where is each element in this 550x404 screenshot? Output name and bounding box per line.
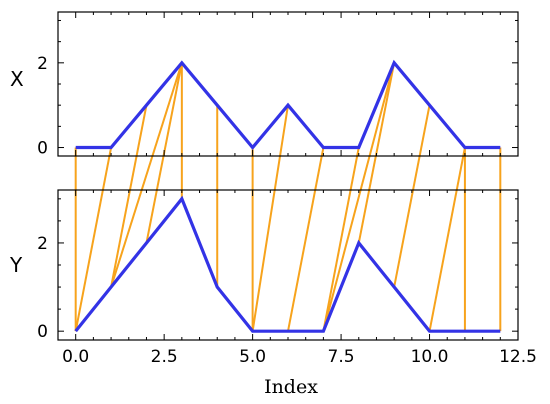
top-axes-frame	[57, 11, 519, 157]
warping-path-line	[110, 104, 148, 288]
x-tick-label: 0.0	[62, 347, 89, 367]
warping-path-line	[322, 62, 396, 332]
bottom-y-axis-label: Y	[9, 253, 23, 277]
x-tick-label: 7.5	[328, 347, 355, 367]
warping-path-line	[110, 62, 183, 288]
warping-path-line	[322, 147, 360, 332]
x-axis-label: Index	[264, 376, 318, 398]
warping-path-line	[357, 62, 396, 244]
x-tick-label: 5.0	[239, 347, 266, 367]
series-layer	[74, 59, 501, 333]
bottom-y-tick-label: 2	[37, 234, 48, 254]
warping-path-line	[74, 147, 113, 332]
warping-path-line	[428, 147, 466, 332]
x-tick-label: 2.5	[151, 347, 178, 367]
x-tick-label: 12.5	[499, 347, 537, 367]
x-tick-label: 10.0	[411, 347, 449, 367]
warping-path-line	[287, 147, 325, 332]
warping-path-line	[251, 105, 289, 332]
bottom-series-line	[74, 195, 501, 333]
top-y-axis-label: X	[10, 67, 24, 91]
top-y-tick-label: 0	[37, 139, 48, 159]
axes-layer: 0 2 0 2 0.0 2.5 5.0 7.5 10.0 12.5	[37, 11, 537, 367]
top-y-tick-label: 2	[37, 54, 48, 74]
warping-path-line	[393, 104, 431, 288]
top-series-line	[75, 59, 501, 151]
bottom-y-tick-label: 0	[37, 322, 48, 342]
